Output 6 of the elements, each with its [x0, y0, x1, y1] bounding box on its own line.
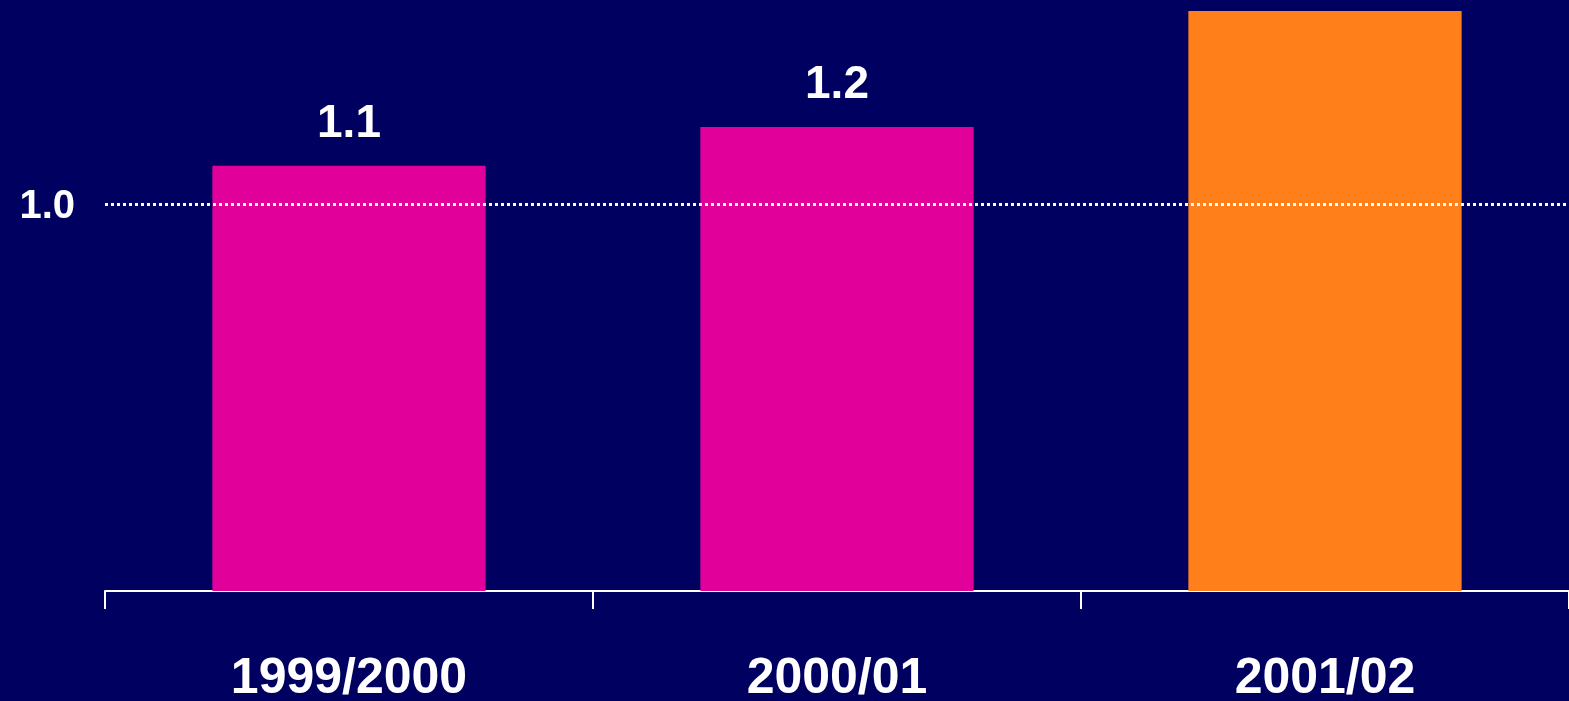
data-label: 1.2 — [805, 56, 869, 108]
x-tick-label: 2001/02 — [1234, 648, 1416, 701]
data-label: 1.1 — [317, 94, 381, 147]
x-tick-label: 1999/2000 — [230, 648, 468, 701]
ref-line-label: 1.0 — [19, 182, 75, 227]
x-tick-label: 2000/01 — [746, 648, 928, 701]
